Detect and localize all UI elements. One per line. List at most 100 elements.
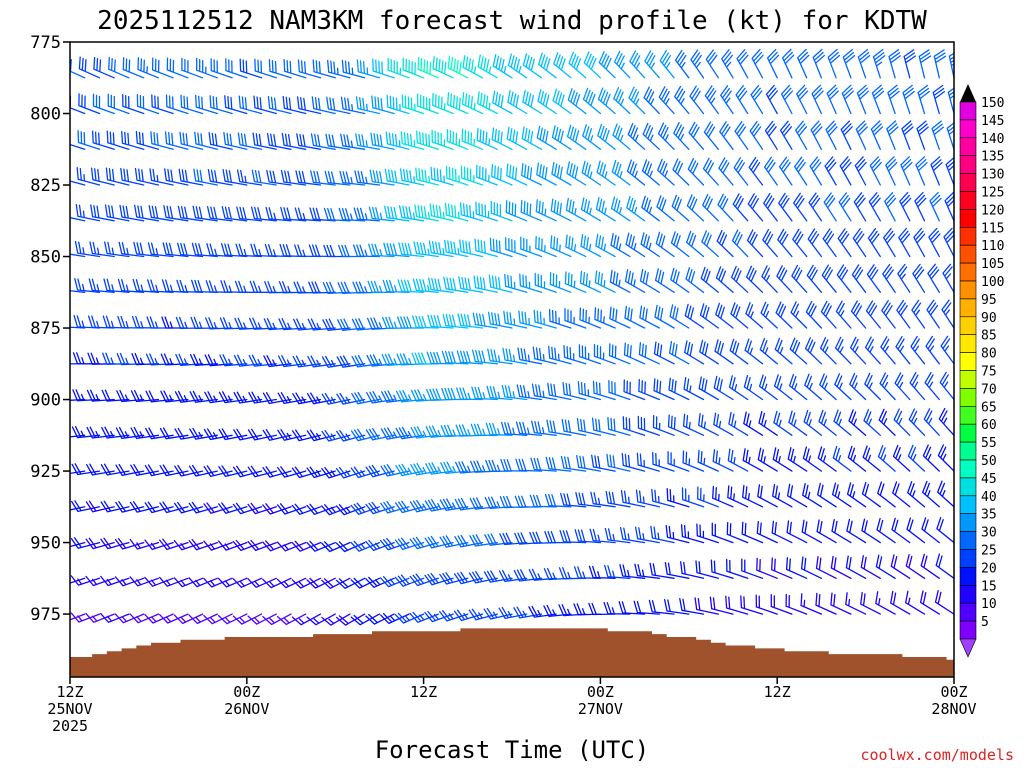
wind-barb [837, 228, 852, 258]
wind-barb [177, 242, 204, 258]
wind-barb [471, 349, 498, 365]
wind-barb [162, 242, 189, 258]
wind-barb [306, 613, 336, 626]
wind-barb [905, 590, 926, 615]
wind-barb [695, 560, 719, 579]
wind-barb [100, 537, 130, 550]
wind-barb [565, 234, 587, 258]
wind-barb [609, 306, 631, 329]
wind-barb [907, 481, 926, 508]
wind-barb [696, 523, 719, 544]
wind-barb [519, 273, 543, 293]
wind-barb [264, 281, 292, 294]
wind-barb [219, 317, 248, 330]
wind-barb [786, 483, 808, 508]
x-tick-label: 27NOV [578, 700, 623, 718]
wind-barb [627, 123, 646, 150]
colorbar-label: 95 [981, 293, 997, 308]
wind-barb [307, 355, 336, 368]
wind-barb [697, 486, 719, 508]
wind-barb [550, 235, 572, 258]
wind-barb [454, 534, 484, 548]
wind-barb [115, 463, 145, 476]
wind-barb [515, 458, 543, 472]
wind-barb [668, 340, 690, 365]
wind-barb [925, 335, 940, 365]
wind-barb [720, 85, 734, 115]
wind-barb [888, 49, 901, 79]
wind-barb [793, 192, 808, 222]
wind-barb [191, 242, 218, 258]
colorbar-top-arrow [960, 84, 976, 102]
wind-barb [207, 169, 233, 186]
wind-barb [515, 421, 543, 436]
wind-barb [694, 597, 719, 615]
wind-barb [380, 427, 410, 440]
wind-barb [887, 84, 900, 115]
colorbar: 1501451401351301251201151101051009590858… [959, 84, 1004, 658]
wind-barb [236, 169, 263, 186]
wind-barb [483, 570, 513, 583]
colorbar-bottom-arrow [959, 638, 977, 658]
wind-barb [594, 270, 616, 293]
wind-barb [70, 470, 86, 475]
wind-barb [210, 58, 233, 79]
wind-barb [751, 48, 764, 79]
wind-barb [575, 492, 602, 508]
wind-barb [613, 87, 631, 115]
colorbar-swatch [959, 262, 977, 282]
wind-barb [788, 373, 808, 401]
wind-barb [483, 607, 513, 620]
wind-barb [262, 392, 292, 405]
wind-barb [151, 94, 174, 115]
wind-barb [129, 501, 160, 513]
wind-barb [163, 205, 189, 222]
wind-barb [395, 426, 425, 440]
wind-barb [321, 504, 351, 516]
wind-barb [188, 501, 218, 514]
colorbar-label: 100 [981, 275, 1004, 290]
wind-barb [919, 590, 940, 615]
wind-barb [757, 484, 778, 508]
wind-barb [682, 450, 705, 472]
wind-barb [610, 233, 631, 258]
wind-barb [120, 167, 145, 186]
wind-barb [785, 593, 808, 615]
wind-barb [105, 167, 130, 186]
wind-barb [650, 525, 675, 544]
wind-barb [276, 503, 307, 515]
wind-barb [921, 517, 940, 544]
colorbar-swatch [959, 352, 977, 371]
wind-barb [114, 576, 145, 587]
wind-barb [507, 53, 528, 79]
wind-barb [70, 59, 86, 79]
credit-text[interactable]: coolwx.com/models [860, 746, 1014, 764]
wind-barb [881, 300, 896, 329]
wind-barb [294, 244, 322, 258]
wind-barb [543, 567, 572, 581]
wind-barb [380, 500, 410, 514]
wind-barb [808, 192, 823, 222]
wind-barb [322, 318, 351, 331]
wind-barb [424, 499, 454, 512]
wind-barb [628, 86, 646, 115]
wind-barb [145, 427, 174, 440]
colorbar-swatch [959, 209, 977, 228]
wind-barb [366, 317, 395, 330]
wind-barb [468, 608, 498, 621]
wind-barb [558, 604, 587, 617]
wind-barb [70, 577, 86, 584]
wind-barb [396, 316, 425, 329]
wind-barb [849, 336, 867, 365]
wind-barb [580, 233, 602, 258]
wind-barb [130, 389, 160, 403]
colorbar-label: 65 [981, 400, 997, 415]
wind-barb [100, 463, 130, 476]
wind-barb [306, 429, 336, 442]
wind-barb [398, 205, 425, 222]
wind-barb [562, 381, 587, 401]
wind-barb [801, 519, 823, 544]
wind-barb [697, 449, 719, 472]
wind-barb [368, 243, 395, 258]
wind-barb [672, 158, 690, 186]
